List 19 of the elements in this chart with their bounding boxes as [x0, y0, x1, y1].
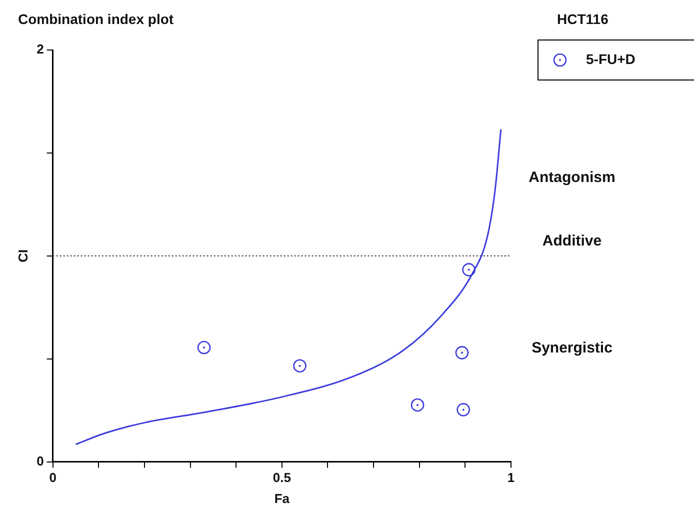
- point: [197, 340, 211, 354]
- y-tick-label: 2: [36, 42, 44, 57]
- legend-title: HCT116: [557, 10, 609, 27]
- x-tick-label: 1: [507, 470, 515, 486]
- x-tick-label: 0.5: [272, 470, 291, 486]
- text: Additive: [542, 232, 602, 250]
- point: [410, 398, 424, 412]
- point: [293, 359, 306, 372]
- x-tick-label: 0: [49, 470, 56, 486]
- point: [462, 263, 476, 276]
- point: [456, 403, 470, 416]
- y-axis-title: CI: [15, 249, 30, 262]
- chart-title: Combination index plot: [18, 10, 174, 27]
- line-series: [74, 128, 502, 446]
- text: Synergistic: [532, 340, 612, 357]
- x-axis-title: Fa: [274, 490, 290, 506]
- point: [455, 346, 469, 360]
- legend-label: 5-FU+D: [586, 50, 636, 67]
- text: Antagonism: [528, 168, 616, 186]
